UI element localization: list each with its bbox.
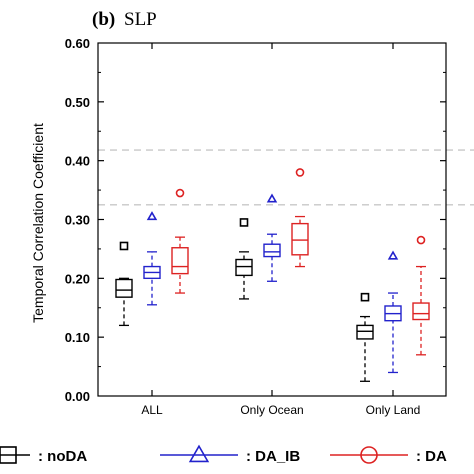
y-tick-label: 0.10 — [65, 330, 90, 345]
outlier-marker — [239, 218, 249, 227]
legend-label: : noDA — [38, 448, 87, 465]
x-category-label: Only Ocean — [240, 403, 303, 417]
box-iqr — [263, 243, 281, 258]
legend-label: : DA_IB — [246, 448, 300, 465]
box-DA_IB-2 — [384, 250, 402, 374]
legend: : noDA : DA_IB : DA — [0, 444, 447, 465]
outlier-marker — [266, 193, 278, 203]
y-tick-label: 0.20 — [65, 271, 90, 286]
box-iqr — [235, 258, 253, 277]
panel-variable: SLP — [124, 9, 157, 30]
x-category-label: Only Land — [366, 403, 421, 417]
legend-marker — [360, 446, 378, 464]
outlier-marker — [360, 292, 370, 302]
outlier-marker — [175, 188, 185, 198]
legend-item-DA_IB: : DA_IB — [160, 444, 300, 465]
box-iqr — [412, 302, 430, 321]
panel-tag: (b) — [92, 9, 115, 30]
box-DA_IB-1 — [263, 193, 281, 282]
y-tick-label: 0.40 — [65, 154, 90, 169]
legend-marker — [188, 444, 210, 463]
y-tick-label: 0.60 — [65, 36, 90, 51]
y-tick-label: 0.00 — [65, 389, 90, 404]
box-DA_IB-0 — [143, 211, 161, 306]
x-axis: ALL Only Ocean Only Land — [141, 43, 420, 417]
box-noDA-0 — [115, 241, 133, 327]
x-category-label: ALL — [141, 403, 163, 417]
box-plots — [115, 168, 430, 382]
reference-lines — [98, 149, 474, 206]
legend-label: : DA — [416, 448, 447, 465]
box-noDA-2 — [356, 292, 374, 382]
box-iqr — [115, 278, 133, 298]
plot-frame — [97, 42, 447, 397]
outlier-marker — [416, 235, 426, 245]
box-iqr — [291, 222, 309, 256]
y-tick-label: 0.30 — [65, 213, 90, 228]
outlier-marker — [387, 250, 399, 260]
box-DA-0 — [171, 188, 189, 294]
outlier-marker — [295, 168, 305, 177]
box-DA-1 — [291, 168, 309, 268]
y-axis-title: Temporal Correlation Coefficient — [30, 123, 46, 323]
legend-item-noDA: : noDA — [0, 446, 87, 465]
legend-item-DA: : DA — [330, 446, 447, 465]
y-tick-label: 0.50 — [65, 95, 90, 110]
box-noDA-1 — [235, 218, 253, 300]
box-DA-2 — [412, 235, 430, 356]
legend-marker — [0, 446, 17, 464]
box-iqr — [356, 324, 374, 340]
outlier-marker — [146, 211, 158, 221]
box-iqr — [171, 247, 189, 275]
outlier-marker — [119, 241, 129, 251]
y-axis: 0.00 0.10 0.20 0.30 0.40 0.50 0.60 — [65, 36, 446, 404]
